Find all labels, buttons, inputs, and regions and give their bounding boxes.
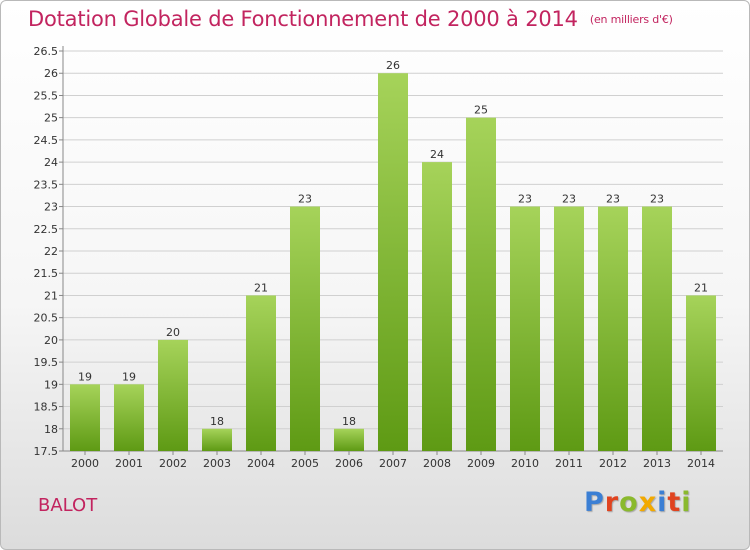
y-tick-label: 21 [44, 289, 58, 302]
bar-value-label: 19 [122, 370, 136, 383]
y-tick-label: 24.5 [34, 134, 59, 147]
bars [70, 73, 716, 452]
proxiti-logo: Proxiti [584, 487, 692, 518]
logo-letter: r [604, 487, 620, 518]
bar-value-label: 21 [694, 281, 708, 294]
logo-letter: o [619, 487, 639, 518]
y-tick-label: 26.5 [34, 45, 59, 58]
y-tick-label: 24 [44, 156, 58, 169]
x-tick-label: 2013 [643, 457, 671, 470]
bar-2000 [70, 384, 100, 451]
bar-2004 [246, 295, 276, 451]
chart-title-text: Dotation Globale de Fonctionnement de 20… [28, 7, 578, 31]
bar-2011 [554, 206, 584, 451]
x-tick-label: 2003 [203, 457, 231, 470]
chart-title: Dotation Globale de Fonctionnement de 20… [28, 7, 673, 31]
logo-letter: P [584, 487, 605, 518]
bar-value-label: 23 [298, 193, 312, 206]
bar-2003 [202, 428, 232, 451]
x-tick-label: 2009 [467, 457, 495, 470]
y-tick-label: 19 [44, 378, 58, 391]
labels: 17.5 18 18.5 19 19.5 20 20.5 21 21.5 22 22.5 23 23.5… [34, 45, 716, 470]
y-tick-label: 20.5 [34, 312, 59, 325]
logo-letter: t [667, 487, 682, 518]
bar-value-label: 23 [518, 193, 532, 206]
y-tick-label: 23 [44, 201, 58, 214]
bar-2008 [422, 162, 452, 451]
x-tick-label: 2006 [335, 457, 363, 470]
chart-subtitle: (en milliers d'€) [589, 13, 673, 26]
x-tick-label: 2008 [423, 457, 451, 470]
y-tick-label: 22.5 [34, 223, 59, 236]
x-tick-label: 2005 [291, 457, 319, 470]
y-tick-label: 17.5 [34, 445, 59, 458]
bar-2009 [466, 117, 496, 452]
x-tick-label: 2000 [71, 457, 99, 470]
bar-value-label: 24 [430, 148, 444, 161]
x-tick-label: 2012 [599, 457, 627, 470]
bar-2006 [334, 428, 364, 451]
bar-value-label: 26 [386, 59, 400, 72]
x-tick-label: 2004 [247, 457, 275, 470]
bar-value-label: 25 [474, 104, 488, 117]
y-tick-label: 18.5 [34, 401, 59, 414]
x-tick-label: 2011 [555, 457, 583, 470]
x-tick-label: 2014 [687, 457, 715, 470]
bar-2002 [158, 339, 188, 451]
y-tick-label: 22 [44, 245, 58, 258]
logo-letter: i [681, 487, 692, 518]
bar-2007 [378, 73, 408, 451]
logo-letter: i [657, 487, 668, 518]
bar-value-label: 23 [650, 193, 664, 206]
bar-value-label: 19 [78, 370, 92, 383]
bar-2014 [686, 295, 716, 451]
bar-value-label: 21 [254, 281, 268, 294]
bar-value-label: 23 [562, 193, 576, 206]
x-tick-label: 2007 [379, 457, 407, 470]
y-tick-label: 20 [44, 334, 58, 347]
bar-value-label: 20 [166, 326, 180, 339]
bar-2010 [510, 206, 540, 451]
bar-2001 [114, 384, 144, 451]
y-tick-label: 21.5 [34, 267, 59, 280]
bar-value-label: 18 [210, 415, 224, 428]
bar-2013 [642, 206, 672, 451]
logo-letter: x [638, 487, 658, 518]
x-tick-label: 2010 [511, 457, 539, 470]
y-tick-label: 18 [44, 423, 58, 436]
y-tick-label: 25 [44, 112, 58, 125]
y-tick-label: 19.5 [34, 356, 59, 369]
x-tick-label: 2002 [159, 457, 187, 470]
y-tick-label: 25.5 [34, 89, 59, 102]
y-tick-label: 23.5 [34, 178, 59, 191]
bar-value-label: 18 [342, 415, 356, 428]
y-tick-label: 26 [44, 67, 58, 80]
bar-2005 [290, 206, 320, 451]
bar-value-label: 23 [606, 193, 620, 206]
commune-name: BALOT [38, 495, 98, 516]
x-tick-label: 2001 [115, 457, 143, 470]
bar-2012 [598, 206, 628, 451]
